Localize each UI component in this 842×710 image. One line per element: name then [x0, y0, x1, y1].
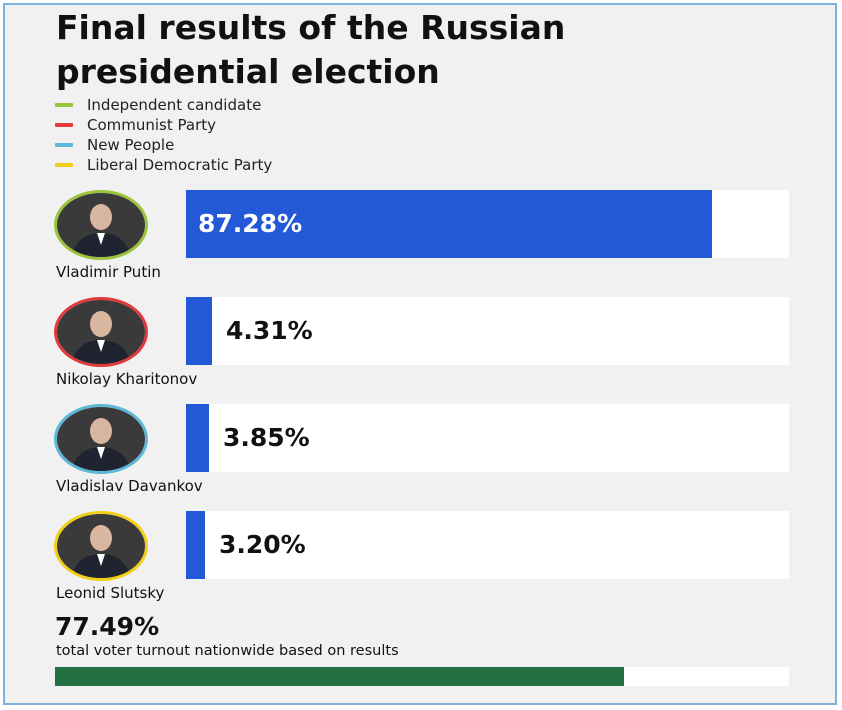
- portrait-icon: [57, 407, 145, 471]
- result-bar: [186, 511, 205, 579]
- result-bar: [186, 190, 712, 258]
- title-line-2: presidential election: [56, 52, 440, 91]
- bar-track: 87.28%: [186, 190, 789, 258]
- turnout-bar: [55, 667, 624, 686]
- chart-title: Final results of the Russian presidentia…: [56, 6, 756, 94]
- candidate-name: Vladislav Davankov: [56, 477, 203, 495]
- legend-label: Independent candidate: [87, 96, 262, 114]
- candidate-avatar: [54, 511, 148, 581]
- bar-track: 4.31%: [186, 297, 789, 365]
- portrait-icon: [57, 300, 145, 364]
- candidate-row-putin: Vladimir Putin 87.28%: [0, 190, 842, 290]
- legend-item-communist: Communist Party: [55, 115, 272, 135]
- result-value-label: 4.31%: [226, 316, 313, 345]
- legend-swatch: [55, 103, 73, 107]
- candidate-name: Vladimir Putin: [56, 263, 161, 281]
- candidate-avatar: [54, 297, 148, 367]
- portrait-icon: [57, 193, 145, 257]
- candidate-avatar: [54, 190, 148, 260]
- turnout-bar-track: [55, 667, 789, 686]
- bar-track: 3.85%: [186, 404, 789, 472]
- legend-item-ldpr: Liberal Democratic Party: [55, 155, 272, 175]
- legend-item-independent: Independent candidate: [55, 95, 272, 115]
- legend-label: New People: [87, 136, 175, 154]
- candidate-row-slutsky: Leonid Slutsky 3.20%: [0, 511, 842, 611]
- legend-swatch: [55, 163, 73, 167]
- legend-item-new-people: New People: [55, 135, 272, 155]
- candidate-avatar: [54, 404, 148, 474]
- legend-swatch: [55, 143, 73, 147]
- candidate-name: Nikolay Kharitonov: [56, 370, 198, 388]
- legend-label: Communist Party: [87, 116, 217, 134]
- result-bar: [186, 404, 209, 472]
- candidate-row-kharitonov: Nikolay Kharitonov 4.31%: [0, 297, 842, 397]
- turnout-value: 77.49%: [55, 612, 160, 641]
- result-bar: [186, 297, 212, 365]
- result-value-label: 3.85%: [223, 423, 310, 452]
- candidate-row-davankov: Vladislav Davankov 3.85%: [0, 404, 842, 504]
- bar-track: 3.20%: [186, 511, 789, 579]
- title-line-1: Final results of the Russian: [56, 8, 566, 47]
- turnout-label: total voter turnout nationwide based on …: [56, 643, 399, 659]
- candidate-name: Leonid Slutsky: [56, 584, 165, 602]
- result-value-label: 87.28%: [198, 209, 303, 238]
- legend-swatch: [55, 123, 73, 127]
- portrait-icon: [57, 514, 145, 578]
- legend: Independent candidate Communist Party Ne…: [55, 95, 272, 175]
- legend-label: Liberal Democratic Party: [87, 156, 273, 174]
- result-value-label: 3.20%: [219, 530, 306, 559]
